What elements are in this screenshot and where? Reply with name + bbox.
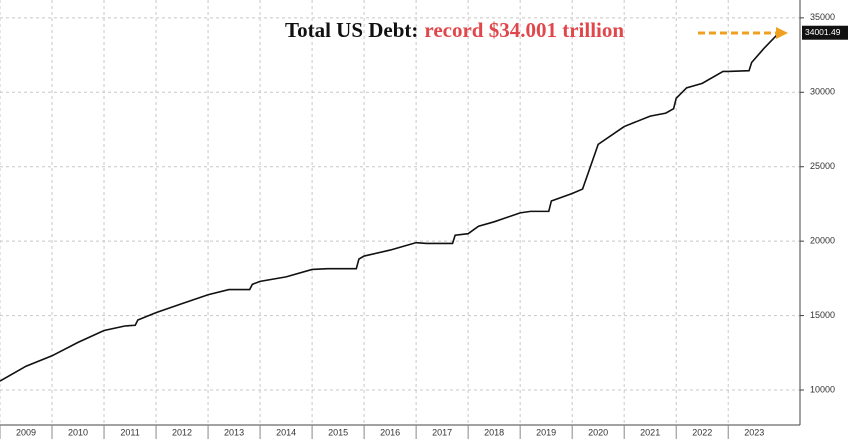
x-tick-label: 2017 — [432, 427, 452, 437]
x-tick-label: 2023 — [744, 427, 764, 437]
y-tick-label: 35000 — [810, 12, 835, 22]
x-tick-label: 2016 — [380, 427, 400, 437]
x-tick-label: 2015 — [328, 427, 348, 437]
last-value-label: 34001.49 — [805, 27, 841, 37]
annotation: Total US Debt: record $34.001 trillion — [285, 18, 624, 42]
x-tick-label: 2018 — [484, 427, 504, 437]
y-tick-label: 20000 — [810, 236, 835, 246]
annotation-lead: Total US Debt: — [285, 18, 418, 42]
y-tick-label: 25000 — [810, 161, 835, 171]
y-tick-label: 30000 — [810, 87, 835, 97]
annotation-arrowhead — [776, 27, 788, 39]
x-tick-label: 2014 — [276, 427, 296, 437]
x-tick-label: 2010 — [68, 427, 88, 437]
y-tick-label: 10000 — [810, 384, 835, 394]
debt-line — [0, 32, 781, 382]
x-tick-label: 2009 — [16, 427, 36, 437]
last-value-box — [802, 25, 848, 40]
x-tick-label: 2021 — [640, 427, 660, 437]
x-tick-label: 2012 — [172, 427, 192, 437]
y-tick-label: 15000 — [810, 310, 835, 320]
x-tick-label: 2020 — [588, 427, 608, 437]
x-tick-label: 2019 — [536, 427, 556, 437]
marks: 34001.49 — [0, 25, 848, 382]
x-tick-label: 2013 — [224, 427, 244, 437]
x-tick-label: 2022 — [692, 427, 712, 437]
x-tick-label: 2011 — [120, 427, 139, 437]
annotation-highlight: record $34.001 trillion — [424, 18, 624, 42]
